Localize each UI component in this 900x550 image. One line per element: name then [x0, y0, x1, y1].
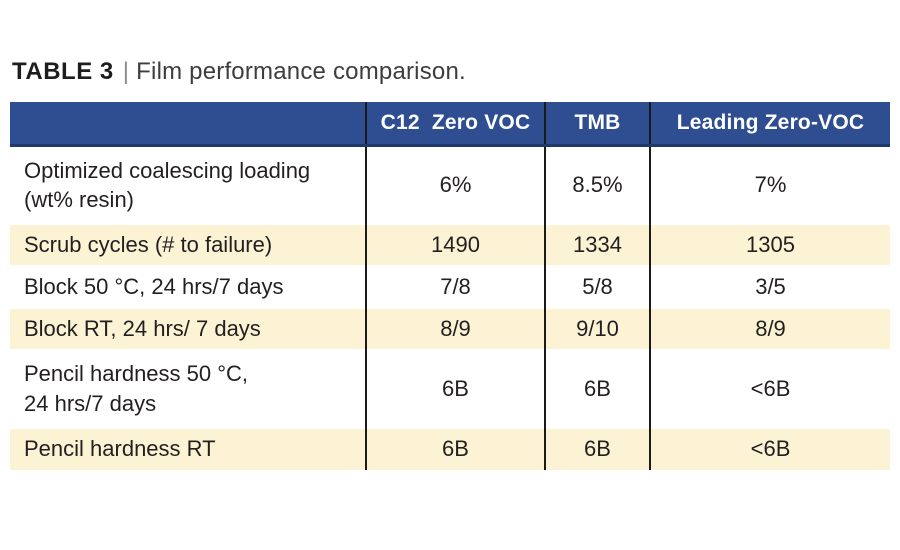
- table-row-block-rt: Block RT, 24 hrs/ 7 days 8/9 9/10 8/9: [10, 307, 890, 350]
- column-header-tmb: TMB: [544, 102, 650, 147]
- cell-value: 5/8: [544, 265, 650, 308]
- cell-value: <6B: [649, 427, 890, 470]
- row-label: Scrub cycles (# to failure): [24, 231, 273, 257]
- row-label: Pencil hardness RT: [24, 436, 216, 462]
- row-label: Block RT, 24 hrs/ 7 days: [24, 315, 261, 341]
- cell-value: 1305: [649, 223, 890, 266]
- table-body: Optimized coalescing loading (wt% resin)…: [10, 145, 890, 470]
- row-label: Optimized coalescing loading (wt% resin): [24, 157, 311, 212]
- cell-value: 8/9: [365, 307, 545, 350]
- cell-value: 1334: [544, 223, 650, 266]
- cell-value: 9/10: [544, 307, 650, 350]
- table-row-block-50c: Block 50 °C, 24 hrs/7 days 7/8 5/8 3/5: [10, 265, 890, 308]
- row-label: Block 50 °C, 24 hrs/7 days: [24, 273, 284, 299]
- table-caption-text: Film performance comparison.: [136, 58, 466, 85]
- table-row-scrub-cycles: Scrub cycles (# to failure) 1490 1334 13…: [10, 223, 890, 266]
- column-header-c12-zero-voc: C12 Zero VOC: [365, 102, 545, 147]
- table-row-coalescing-loading: Optimized coalescing loading (wt% resin)…: [10, 145, 890, 224]
- cell-value: 8.5%: [544, 145, 650, 224]
- cell-value: 6B: [544, 427, 650, 470]
- cell-value: 7/8: [365, 265, 545, 308]
- cell-value: 8/9: [649, 307, 890, 350]
- cell-value: 6B: [365, 349, 545, 428]
- cell-value: 7%: [649, 145, 890, 224]
- cell-value: 6%: [365, 145, 545, 224]
- film-performance-table: C12 Zero VOC TMB Leading Zero-VOC Optimi…: [10, 102, 890, 470]
- cell-value: 6B: [544, 349, 650, 428]
- column-header-blank: [10, 102, 366, 147]
- row-label: Pencil hardness 50 °C, 24 hrs/7 days: [24, 361, 249, 416]
- table-row-pencil-hardness-rt: Pencil hardness RT 6B 6B <6B: [10, 427, 890, 470]
- table-header: C12 Zero VOC TMB Leading Zero-VOC: [10, 102, 890, 147]
- cell-value: 3/5: [649, 265, 890, 308]
- title-separator: |: [122, 58, 130, 85]
- table-number: TABLE 3: [12, 58, 114, 85]
- table-caption: TABLE 3 | Film performance comparison.: [12, 56, 890, 88]
- cell-value: 1490: [365, 223, 545, 266]
- table-row-pencil-hardness-50c: Pencil hardness 50 °C, 24 hrs/7 days 6B …: [10, 349, 890, 428]
- header-row: C12 Zero VOC TMB Leading Zero-VOC: [10, 102, 890, 147]
- cell-value: 6B: [365, 427, 545, 470]
- cell-value: <6B: [649, 349, 890, 428]
- column-header-leading-zero-voc: Leading Zero-VOC: [649, 102, 890, 147]
